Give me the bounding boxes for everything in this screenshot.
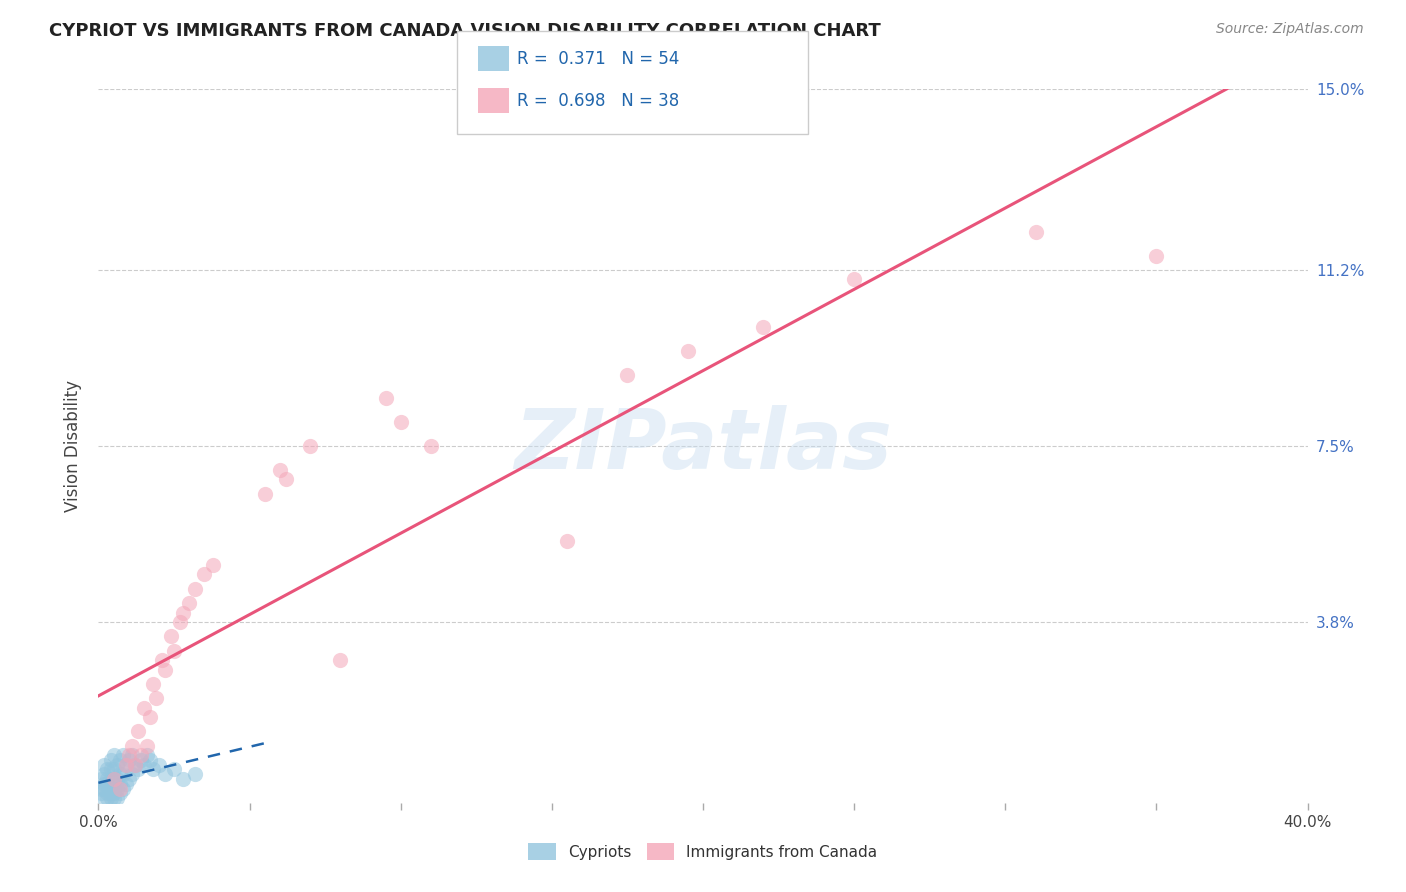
Text: ZIPatlas: ZIPatlas [515, 406, 891, 486]
Point [121, 739, 143, 753]
Point [142, 763, 165, 777]
Point [111, 781, 134, 796]
Point [100, 791, 122, 805]
Point [100, 753, 122, 767]
Point [129, 753, 152, 767]
Point [269, 463, 291, 477]
Point [179, 596, 201, 610]
Point [127, 724, 149, 739]
Point [374, 392, 396, 406]
Y-axis label: Vision Disability: Vision Disability [65, 380, 83, 512]
Legend: Cypriots, Immigrants from Canada: Cypriots, Immigrants from Canada [522, 837, 884, 866]
Point [139, 753, 162, 767]
Point [160, 629, 183, 643]
Point [142, 677, 165, 691]
Point [108, 767, 131, 781]
Point [105, 757, 128, 772]
Point [172, 606, 194, 620]
Point [103, 772, 125, 786]
Point [100, 772, 122, 786]
Point [153, 767, 176, 781]
Point [118, 748, 141, 763]
Point [420, 439, 443, 453]
Point [555, 534, 578, 549]
Point [90, 786, 112, 800]
Point [96, 772, 118, 786]
Point [253, 486, 276, 500]
Point [184, 767, 207, 781]
Point [103, 781, 125, 796]
Point [150, 653, 173, 667]
Point [114, 777, 136, 791]
Point [121, 767, 143, 781]
Point [114, 757, 136, 772]
Point [96, 791, 118, 805]
Point [90, 781, 112, 796]
Point [105, 781, 128, 796]
Point [118, 753, 141, 767]
Point [148, 757, 170, 772]
Point [129, 748, 152, 763]
Point [163, 763, 186, 777]
Point [193, 567, 215, 582]
Point [132, 700, 155, 714]
Point [118, 772, 141, 786]
Point [103, 772, 125, 786]
Point [93, 767, 115, 781]
Point [108, 786, 131, 800]
Point [752, 320, 775, 334]
Point [163, 643, 186, 657]
Point [202, 558, 225, 572]
Point [96, 786, 118, 800]
Point [111, 767, 134, 781]
Point [93, 791, 115, 805]
Point [299, 439, 322, 453]
Point [93, 757, 115, 772]
Point [124, 757, 146, 772]
Point [132, 757, 155, 772]
Point [274, 472, 297, 486]
Text: R =  0.698   N = 38: R = 0.698 N = 38 [517, 92, 679, 110]
Point [108, 753, 131, 767]
Point [105, 791, 128, 805]
Point [93, 781, 115, 796]
Point [676, 343, 699, 358]
Point [124, 757, 146, 772]
Point [111, 748, 134, 763]
Point [96, 763, 118, 777]
Point [103, 763, 125, 777]
Point [114, 757, 136, 772]
Point [100, 781, 122, 796]
Point [844, 272, 866, 286]
Point [616, 368, 638, 382]
Point [153, 663, 176, 677]
Point [108, 777, 131, 791]
Point [135, 739, 157, 753]
Point [96, 777, 118, 791]
Point [172, 772, 194, 786]
Text: Source: ZipAtlas.com: Source: ZipAtlas.com [1216, 22, 1364, 37]
Point [1024, 225, 1046, 239]
Point [121, 748, 143, 763]
Point [169, 615, 191, 629]
Point [103, 748, 125, 763]
Point [1144, 249, 1167, 263]
Point [100, 786, 122, 800]
Point [108, 781, 131, 796]
Point [184, 582, 207, 596]
Point [103, 786, 125, 800]
Point [103, 791, 125, 805]
Point [329, 653, 352, 667]
Point [389, 415, 412, 429]
Text: R =  0.371   N = 54: R = 0.371 N = 54 [517, 50, 679, 68]
Point [139, 710, 162, 724]
Point [145, 691, 167, 706]
Point [90, 772, 112, 786]
Text: CYPRIOT VS IMMIGRANTS FROM CANADA VISION DISABILITY CORRELATION CHART: CYPRIOT VS IMMIGRANTS FROM CANADA VISION… [49, 22, 882, 40]
Point [93, 777, 115, 791]
Point [105, 772, 128, 786]
Point [127, 763, 149, 777]
Point [100, 763, 122, 777]
Point [135, 748, 157, 763]
